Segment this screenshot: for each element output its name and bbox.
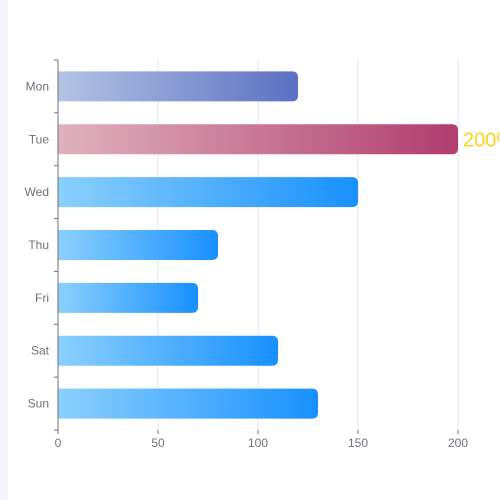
- x-tick-label: 0: [55, 436, 62, 450]
- bar-wed[interactable]: [58, 177, 358, 208]
- bar-sun[interactable]: [58, 388, 318, 419]
- axis-layer: Mon Tue Wed Thu Fri Sat Sun 0 50 100 150 200: [25, 59, 468, 450]
- bar-layer: [58, 71, 458, 419]
- y-tick-label: Fri: [35, 291, 49, 305]
- x-tick-label: 100: [248, 436, 268, 450]
- bar-sat[interactable]: [58, 335, 278, 366]
- x-tick-label: 50: [151, 436, 165, 450]
- bar-mon[interactable]: [58, 71, 298, 102]
- bar-thu[interactable]: [58, 230, 218, 260]
- x-tick-label: 200: [448, 436, 468, 450]
- y-tick-label: Sun: [28, 397, 49, 411]
- y-tick-label: Wed: [25, 185, 49, 199]
- data-label-tue: 200%: [463, 129, 500, 151]
- x-tick-label: 150: [348, 436, 368, 450]
- left-edge-strip: [0, 0, 8, 500]
- y-tick-label: Thu: [28, 238, 49, 252]
- y-tick-label: Mon: [26, 79, 49, 93]
- bar-fri[interactable]: [58, 282, 198, 313]
- label-layer: 200%: [463, 129, 500, 151]
- y-tick-label: Sat: [31, 344, 50, 358]
- y-tick-label: Tue: [29, 132, 50, 146]
- bar-tue[interactable]: [58, 124, 458, 155]
